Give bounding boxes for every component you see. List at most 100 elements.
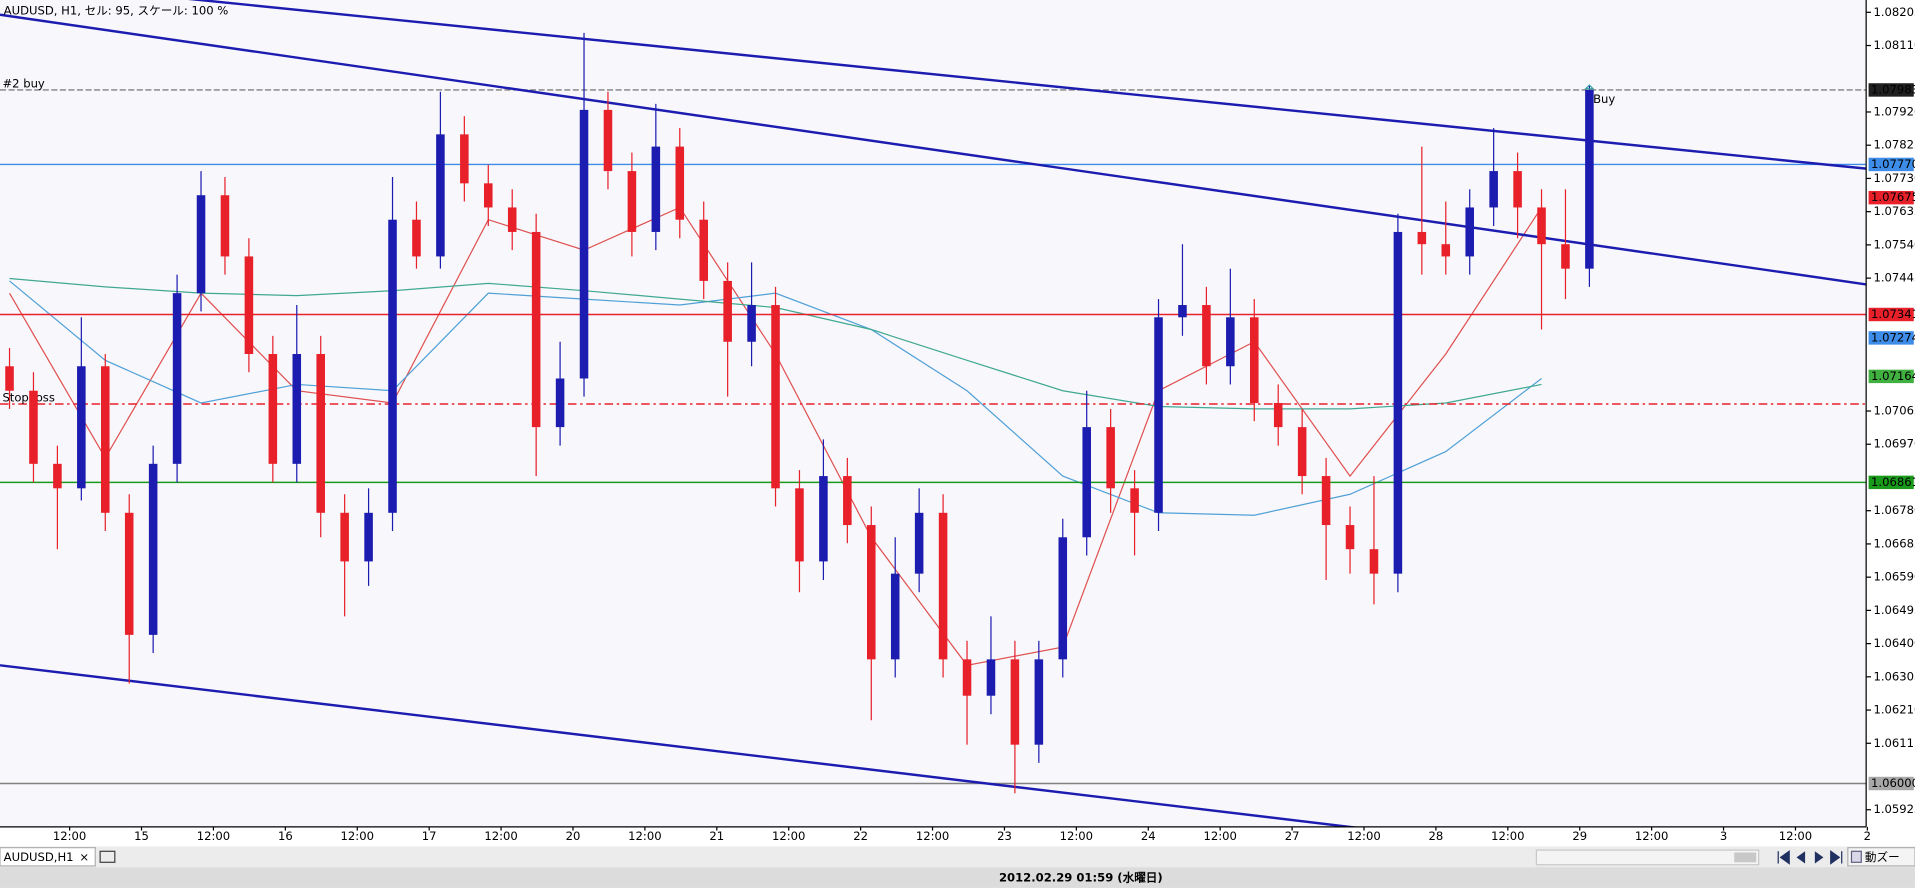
candle-body	[172, 293, 182, 464]
price-tag	[1868, 331, 1914, 345]
x-tick-label: 27	[1285, 829, 1300, 843]
x-tick-label: 16	[278, 829, 293, 843]
chart-tab[interactable]	[0, 847, 96, 867]
tab-bar	[0, 846, 1915, 868]
y-tick-label: 1.06115	[1873, 736, 1915, 750]
candle-body	[1010, 659, 1020, 745]
candle-body	[412, 219, 421, 257]
y-tick-label: 1.06210	[1873, 703, 1915, 717]
x-tick-label: 20	[566, 829, 581, 843]
x-tick-label: 12:00	[1347, 829, 1380, 843]
price-tag-label: 1.07770	[1871, 157, 1915, 171]
x-tick-label: 21	[709, 829, 724, 843]
y-tick-label: 1.07635	[1873, 204, 1915, 218]
y-tick-label: 1.06400	[1873, 636, 1915, 650]
status-datetime: 2012.02.29 01:59 (水曜日)	[999, 871, 1163, 885]
candle-body	[268, 354, 278, 464]
y-tick-label: 1.06970	[1873, 437, 1915, 451]
candle-body	[1250, 317, 1259, 403]
candle-body	[244, 256, 254, 355]
candle-body	[1465, 207, 1474, 257]
candle-body	[1369, 549, 1379, 574]
candle-body	[938, 512, 948, 660]
x-tick-label: 17	[422, 829, 437, 843]
x-tick-label: 12:00	[628, 829, 661, 843]
candle-body	[316, 354, 325, 513]
nav-next[interactable]	[1814, 851, 1824, 864]
candle-body	[579, 109, 589, 379]
x-tick-label: 12:00	[1491, 829, 1524, 843]
x-tick-label: 22	[853, 829, 868, 843]
candle-body	[1417, 231, 1427, 245]
trend-line	[0, 13, 1867, 286]
x-tick-label: 12:00	[53, 829, 86, 843]
price-tag-label: 1.07164	[1871, 369, 1915, 383]
candle-body	[1441, 244, 1451, 257]
y-tick-label: 1.08205	[1873, 5, 1915, 19]
price-tag	[1868, 190, 1914, 205]
candle-body	[1058, 537, 1068, 660]
nav-first[interactable]	[1777, 850, 1790, 865]
candle-body	[890, 573, 900, 660]
candle-body	[1226, 317, 1235, 367]
nav-last[interactable]	[1830, 850, 1843, 865]
price-tag-label: 1.07983	[1871, 82, 1915, 96]
candle-body	[962, 659, 972, 696]
candle-body	[196, 195, 206, 294]
candle-body	[1537, 207, 1546, 245]
price-tag	[1868, 307, 1914, 322]
button-icon	[1850, 850, 1862, 863]
candle-body	[77, 366, 86, 489]
nav-prev[interactable]	[1796, 851, 1806, 864]
price-tag-label: 1.06861	[1871, 475, 1915, 489]
candle-body	[1082, 427, 1091, 538]
y-tick-label: 1.08110	[1873, 38, 1915, 52]
x-tick-label: 12:00	[1779, 829, 1812, 843]
price-tag	[1868, 369, 1914, 384]
price-tag	[1868, 157, 1914, 172]
candle-body	[1561, 244, 1570, 269]
candle-body	[507, 207, 517, 232]
y-tick-label: 1.07540	[1873, 237, 1915, 251]
candle-body	[627, 171, 637, 232]
y-tick-label: 1.06780	[1873, 503, 1915, 517]
scrollbar[interactable]	[1535, 849, 1760, 866]
x-tick-label: 12:00	[1060, 829, 1093, 843]
y-tick-label: 1.06685	[1873, 536, 1915, 550]
level-name: #2 buy	[2, 76, 44, 90]
price-tag	[1868, 776, 1914, 791]
buy-arrow	[1584, 84, 1595, 90]
candle-body	[1345, 525, 1355, 550]
candle-body	[124, 512, 134, 635]
x-tick-label: 28	[1429, 829, 1444, 843]
candle-body	[148, 463, 158, 635]
candle-body	[1321, 476, 1331, 526]
y-tick-label: 1.07730	[1873, 171, 1915, 185]
candle-body	[747, 305, 756, 342]
tab-icon[interactable]	[99, 850, 116, 863]
candle-body	[1489, 171, 1498, 208]
candle-body	[867, 525, 876, 660]
toolbar-button[interactable]	[1847, 847, 1915, 867]
candle-body	[555, 378, 565, 428]
price-tag-label: 1.07675	[1871, 190, 1915, 204]
x-tick-label: 12:00	[1203, 829, 1236, 843]
candle-body	[53, 463, 62, 489]
candle-body	[1297, 427, 1307, 477]
chart-header: AUDUSD, H1, セル: 95, スケール: 100 %	[4, 4, 229, 18]
tab-close[interactable]: ×	[79, 850, 89, 864]
candle-body	[723, 280, 732, 342]
y-tick-label: 1.07920	[1873, 104, 1915, 118]
candle-body	[484, 183, 493, 208]
candle-body	[1106, 427, 1115, 489]
x-tick-label: 23	[997, 829, 1012, 843]
price-tag	[1868, 83, 1914, 97]
scroll-thumb[interactable]	[1734, 852, 1757, 863]
status-bar	[0, 867, 1915, 888]
x-tick-label: 15	[134, 829, 149, 843]
trend-line	[0, 664, 1360, 827]
x-tick-label: 29	[1572, 829, 1587, 843]
candle-body	[340, 512, 349, 562]
